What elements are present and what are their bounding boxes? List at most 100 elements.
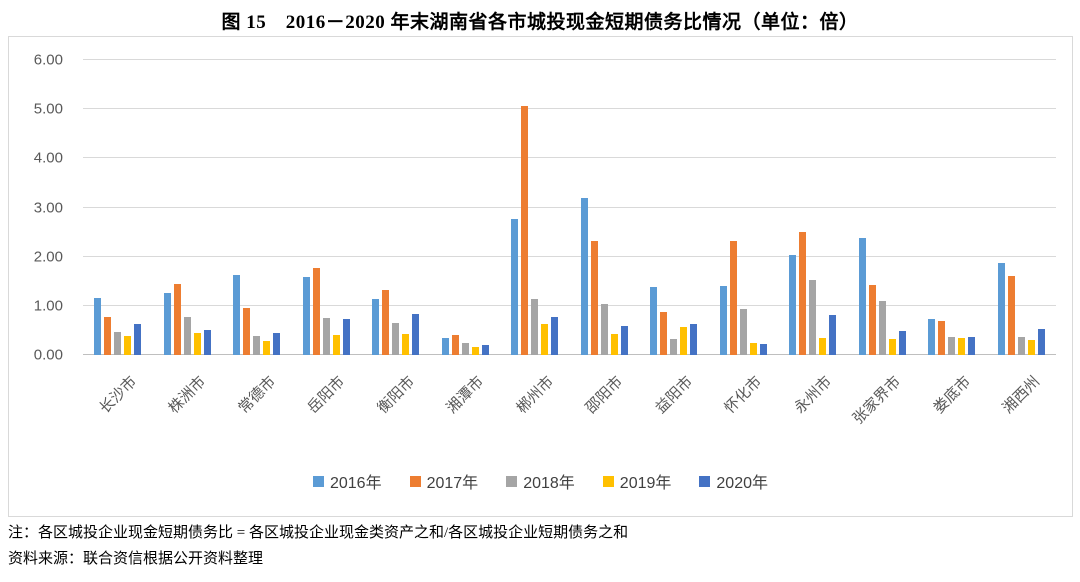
bar-2019年-长沙市 — [124, 335, 132, 355]
bar-2016年-湘潭市 — [441, 337, 449, 355]
y-tick-label: 6.00 — [33, 51, 63, 69]
bar-group-邵阳市 — [580, 60, 628, 355]
x-tick-label: 郴州市 — [513, 373, 557, 417]
bar-2020年-株洲市 — [203, 330, 211, 355]
x-tick-label: 长沙市 — [96, 373, 140, 417]
legend-item-2020年: 2020年 — [699, 469, 768, 493]
bar-2020年-怀化市 — [759, 344, 767, 355]
legend-label: 2020年 — [716, 475, 769, 492]
bar-2016年-娄底市 — [928, 318, 936, 355]
bar-group-张家界市 — [858, 60, 906, 355]
chart-frame: 0.00 1.00 2.00 3.00 4.00 5.00 6.00 长沙市 株洲市 常德市 岳阳… — [8, 36, 1073, 517]
gridline — [83, 304, 1056, 306]
bar-2018年-长沙市 — [114, 332, 122, 355]
x-tick-label: 常德市 — [235, 373, 279, 417]
bar-2017年-湘西州 — [1007, 275, 1015, 355]
x-tick-label: 岳阳市 — [304, 373, 349, 417]
bar-2018年-衡阳市 — [392, 323, 400, 355]
bar-2019年-湘潭市 — [471, 346, 479, 355]
legend-label: 2019年 — [619, 475, 672, 492]
y-tick-label: 2.00 — [33, 248, 63, 266]
bar-2016年-益阳市 — [650, 286, 658, 355]
bar-2017年-张家界市 — [868, 284, 876, 355]
y-axis: 0.00 1.00 2.00 3.00 4.00 5.00 6.00 — [9, 52, 71, 364]
bar-2018年-永州市 — [809, 279, 817, 355]
bar-2016年-张家界市 — [858, 238, 866, 355]
x-tick-label: 衡阳市 — [374, 373, 418, 417]
legend-swatch-icon — [409, 475, 421, 487]
bar-2020年-湘西州 — [1037, 328, 1045, 355]
gridline — [83, 157, 1056, 159]
x-tick-label: 湘西州 — [999, 373, 1044, 417]
bar-2018年-娄底市 — [948, 337, 956, 355]
bar-2019年-湘西州 — [1027, 340, 1035, 355]
bar-2019年-株洲市 — [193, 333, 201, 355]
bar-2020年-常德市 — [273, 332, 281, 355]
bar-2020年-长沙市 — [134, 324, 142, 355]
bar-2016年-郴州市 — [511, 219, 519, 355]
bar-2017年-郴州市 — [521, 105, 529, 355]
bar-2018年-湘西州 — [1017, 337, 1025, 355]
x-tick-label: 怀化市 — [721, 373, 766, 417]
bar-2019年-衡阳市 — [402, 334, 410, 355]
bar-2019年-永州市 — [819, 338, 827, 355]
bar-2019年-岳阳市 — [332, 334, 340, 355]
legend-swatch-icon — [312, 475, 324, 487]
legend-label: 2016年 — [329, 475, 382, 492]
x-tick-label: 娄底市 — [930, 373, 974, 417]
bar-2016年-永州市 — [789, 254, 797, 355]
bar-2019年-邵阳市 — [610, 334, 618, 355]
bar-2017年-常德市 — [243, 308, 251, 355]
bar-group-怀化市 — [719, 60, 767, 355]
bar-2020年-邵阳市 — [620, 325, 628, 355]
legend-item-2018年: 2018年 — [506, 469, 575, 493]
bar-2016年-衡阳市 — [372, 299, 380, 355]
y-tick-label: 5.00 — [33, 100, 63, 118]
bar-2016年-岳阳市 — [302, 277, 310, 355]
bar-2019年-张家界市 — [888, 338, 896, 355]
bar-group-常德市 — [233, 60, 281, 355]
plot-area — [83, 59, 1056, 355]
bar-2020年-郴州市 — [551, 316, 559, 355]
bar-2016年-邵阳市 — [580, 198, 588, 355]
bar-group-益阳市 — [650, 60, 698, 355]
bar-2018年-常德市 — [253, 336, 261, 355]
bar-2020年-娄底市 — [968, 337, 976, 355]
bar-group-娄底市 — [928, 60, 976, 355]
bar-2017年-怀化市 — [729, 240, 737, 355]
bar-group-株洲市 — [163, 60, 211, 355]
x-tick-label: 永州市 — [791, 373, 835, 417]
bar-2017年-益阳市 — [660, 311, 668, 355]
legend-item-2019年: 2019年 — [602, 469, 672, 493]
bar-groups — [83, 60, 1056, 355]
y-tick-label: 0.00 — [33, 346, 63, 364]
bar-2018年-株洲市 — [183, 316, 191, 355]
bar-group-郴州市 — [511, 60, 559, 355]
bar-2016年-湘西州 — [997, 263, 1005, 355]
bar-2017年-衡阳市 — [382, 290, 390, 355]
gridline — [83, 108, 1056, 110]
bar-2018年-怀化市 — [739, 309, 747, 355]
bar-group-湘潭市 — [441, 60, 489, 355]
legend-swatch-icon — [506, 475, 518, 487]
bar-2017年-娄底市 — [938, 320, 946, 355]
x-axis: 长沙市 株洲市 常德市 岳阳市 衡阳市 湘潭市 郴州市 邵阳市 益阳市 怀化市 永州市 张家界市 娄底市… — [83, 355, 1056, 463]
legend-label: 2017年 — [426, 475, 479, 492]
x-tick-label: 张家界市 — [849, 373, 905, 428]
bar-2016年-株洲市 — [163, 292, 171, 355]
bar-group-永州市 — [789, 60, 837, 355]
bar-2017年-邵阳市 — [590, 240, 598, 355]
gridline — [83, 255, 1056, 257]
y-tick-label: 4.00 — [33, 149, 63, 167]
note-source: 资料来源：联合资信根据公开资料整理 — [8, 551, 264, 567]
bar-2020年-湘潭市 — [481, 345, 489, 355]
x-axis-line — [83, 354, 1056, 355]
x-tick-label: 湘潭市 — [443, 373, 488, 417]
bar-2020年-张家界市 — [898, 330, 906, 355]
gridline — [83, 59, 1056, 60]
bar-2017年-湘潭市 — [451, 335, 459, 355]
bar-2017年-永州市 — [799, 232, 807, 355]
y-tick-label: 1.00 — [33, 297, 63, 315]
bar-2018年-益阳市 — [670, 338, 678, 355]
